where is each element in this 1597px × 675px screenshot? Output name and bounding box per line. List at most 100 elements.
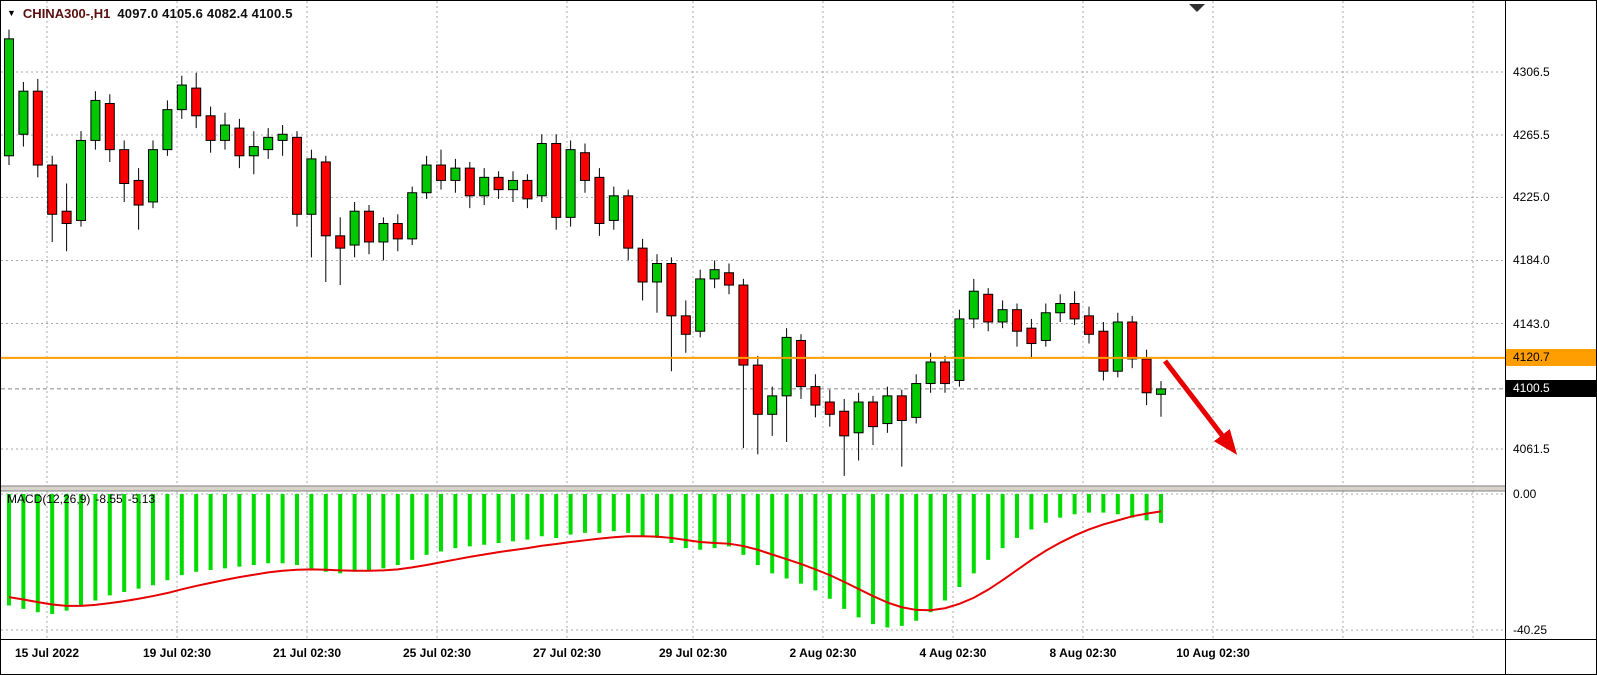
price-axis-label: 4225.0 [1513, 190, 1550, 205]
candle-body [1112, 321, 1123, 372]
grid-layer [1, 1, 1505, 639]
candle-body [47, 164, 58, 215]
candle-body [968, 290, 979, 320]
macd-axis-min-label: -40.25 [1513, 623, 1548, 638]
time-axis-label: 15 Jul 2022 [14, 646, 80, 660]
indicator-signal-value: -5.13 [127, 492, 156, 506]
price-axis-label: 4265.5 [1513, 128, 1550, 143]
candle-body [565, 149, 576, 218]
candle-body [551, 142, 562, 218]
time-axis-label: 19 Jul 02:30 [142, 646, 212, 660]
candle-body [1141, 358, 1152, 394]
candle-body [1012, 309, 1022, 332]
time-axis-label: 2 Aug 02:30 [789, 646, 857, 660]
candle-body [32, 90, 43, 166]
candle-body [436, 164, 446, 181]
candle-body [1026, 327, 1037, 345]
candle-body [421, 164, 432, 194]
candle-body [810, 386, 821, 406]
time-axis-label: 25 Jul 02:30 [402, 646, 472, 660]
macd-histogram-layer [7, 494, 1163, 628]
candle-body [911, 383, 922, 418]
price-axis-label: 4061.5 [1513, 441, 1550, 456]
candle-body [536, 142, 547, 197]
current-price-badge: 4100.5 [1506, 379, 1596, 397]
chart-shift-marker-icon[interactable] [1189, 4, 1205, 12]
candle-body [940, 361, 950, 385]
candle-body [1127, 321, 1138, 360]
hline-price-badge: 4120.7 [1506, 348, 1596, 366]
time-axis-label: 27 Jul 02:30 [532, 646, 602, 660]
candle-body [623, 195, 634, 249]
candle-body [925, 361, 936, 385]
candle-body [292, 136, 302, 215]
candle-body [407, 192, 418, 240]
candle-body [738, 284, 749, 366]
candle-body [205, 115, 216, 141]
candle-body [983, 293, 994, 323]
candle-body [594, 176, 605, 225]
candle-body [896, 395, 907, 421]
chevron-down-icon[interactable]: ▼ [7, 8, 16, 18]
candle-body [1055, 303, 1066, 314]
candle-body [306, 158, 317, 215]
candle-body [1040, 312, 1051, 341]
candle-body [191, 87, 202, 117]
candle-body [652, 263, 662, 283]
candle-body [1098, 330, 1109, 372]
candle-body [248, 146, 259, 157]
candle-body [464, 167, 475, 197]
candle-body [824, 401, 835, 415]
candle-body [148, 149, 158, 203]
candle-body [1069, 303, 1080, 320]
candle-body [220, 124, 230, 141]
candle-body [724, 272, 734, 286]
candle-body [90, 99, 101, 141]
candle-body [666, 263, 677, 317]
candle-body [61, 210, 72, 225]
candle-body [1156, 388, 1166, 395]
candle-body [608, 195, 619, 221]
candle-body [18, 90, 29, 135]
price-axis-label: 4306.5 [1513, 64, 1550, 79]
candle-body [680, 315, 691, 335]
candle-body [997, 309, 1008, 323]
candle-body [868, 401, 878, 428]
candle-body [364, 210, 374, 243]
candle-body [508, 179, 518, 191]
time-axis-label: 21 Jul 02:30 [272, 646, 342, 660]
indicator-name: MACD(12,26,9) [7, 492, 91, 506]
candle-body [234, 127, 245, 157]
candle-body [767, 395, 778, 415]
candle-body [695, 278, 706, 332]
time-axis-label: 10 Aug 02:30 [1176, 646, 1250, 660]
price-axis[interactable]: 4120.7 4100.5 0.00 -40.25 4306.5 4265.5 42… [1505, 1, 1596, 674]
symbol-timeframe-label: CHINA300-,H1 [22, 6, 111, 21]
time-axis-label: 29 Jul 02:30 [658, 646, 728, 660]
candle-body [4, 38, 14, 157]
macd-signal-line [8, 510, 1162, 612]
price-axis-label: 4184.0 [1513, 253, 1550, 268]
candle-body [1084, 315, 1094, 335]
macd-axis-zero-label: 0.00 [1513, 487, 1537, 501]
candle-body [709, 269, 720, 280]
candle-body [493, 176, 504, 191]
indicator-label: MACD(12,26,9) -8.55 -5.13 [7, 492, 155, 506]
candle-body [133, 179, 144, 206]
sell-arrow-annotation[interactable] [1163, 359, 1238, 455]
candle-body [954, 318, 965, 381]
candle-body [479, 176, 490, 197]
time-axis-label: 4 Aug 02:30 [919, 646, 987, 660]
symbol-quote-bar: ▼ CHINA300-,H1 4097.0 4105.6 4082.4 4100… [7, 6, 293, 21]
candle-body [752, 364, 763, 415]
candle-body [349, 210, 360, 246]
price-axis-label: 4143.0 [1513, 316, 1550, 331]
time-axis[interactable]: 15 Jul 2022 19 Jul 02:30 21 Jul 02:30 25 Ju… [1, 639, 1596, 674]
indicator-macd-value: -8.55 [95, 492, 123, 506]
price-chart-canvas[interactable] [1, 1, 1505, 639]
panel-resize-handle[interactable] [1, 486, 1505, 491]
candle-body [781, 336, 792, 397]
candle-body [839, 410, 850, 437]
candle-body [277, 133, 288, 141]
